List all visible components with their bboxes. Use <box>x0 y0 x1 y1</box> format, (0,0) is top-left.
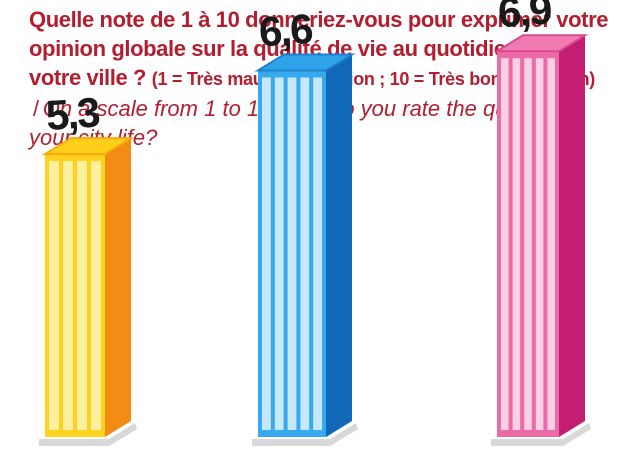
bar-base <box>491 423 591 446</box>
bar-top <box>493 34 589 53</box>
bar-window <box>49 161 59 430</box>
bar-window <box>300 77 310 431</box>
bar-base <box>252 423 358 446</box>
bar-value-label: 5,3 <box>44 88 100 139</box>
bar-side <box>326 54 352 438</box>
bar-value-label: 6,9 <box>496 0 552 36</box>
bar-window <box>313 77 322 431</box>
question-separator: / <box>33 96 39 121</box>
bar-window <box>287 77 297 431</box>
bar-window <box>274 77 284 431</box>
bar-window <box>262 77 271 431</box>
bar-window <box>547 58 555 430</box>
bar-window <box>512 58 521 430</box>
bar-top <box>254 53 356 72</box>
bar-3: 6,9 <box>491 0 591 446</box>
bar-base <box>39 423 137 446</box>
bar-window <box>535 58 544 430</box>
bar-window <box>524 58 532 430</box>
bar-window <box>63 161 73 430</box>
bar-value-label: 6,6 <box>257 5 313 56</box>
bar-window <box>501 58 509 430</box>
question-french: Quelle note de 1 à 10 donneriez-vous pou… <box>29 7 609 90</box>
bar-window <box>77 161 87 430</box>
bar-2: 6,6 <box>252 5 358 446</box>
bar-1: 5,3 <box>39 88 137 446</box>
bar-top <box>41 137 135 156</box>
bar-side <box>559 35 585 437</box>
bar-side <box>105 138 131 437</box>
bar-window <box>91 161 101 430</box>
